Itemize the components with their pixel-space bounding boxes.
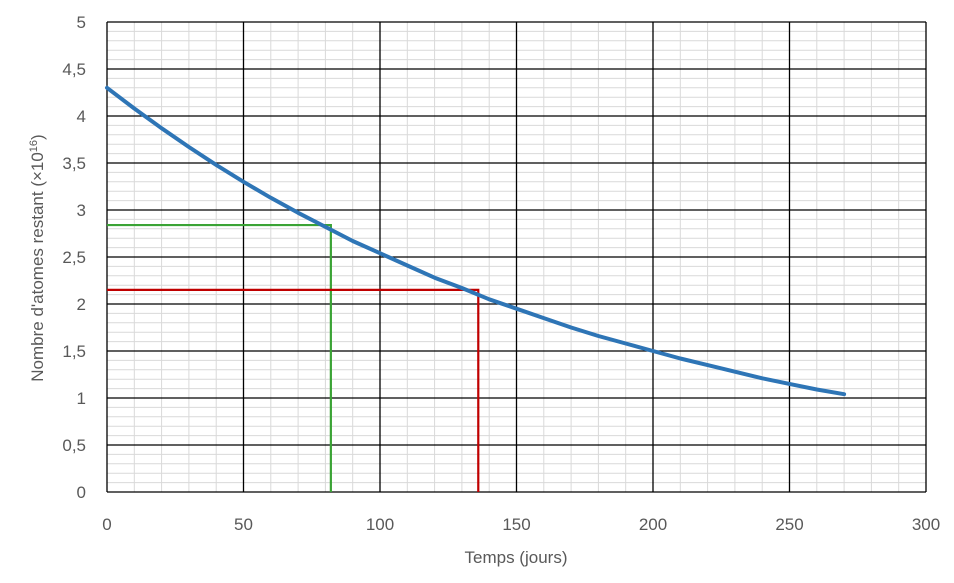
y-axis-title-exponent: 16 (28, 140, 40, 152)
y-axis-title-end: ) (28, 134, 47, 140)
y-tick-label: 2,5 (62, 248, 86, 267)
x-tick-label: 300 (912, 515, 940, 534)
guide-lines (107, 223, 480, 492)
y-tick-label: 0 (77, 483, 86, 502)
series-group (105, 85, 847, 397)
guide-line (107, 223, 332, 492)
y-tick-label: 4,5 (62, 60, 86, 79)
y-tick-label: 1 (77, 389, 86, 408)
y-axis-title-main: Nombre d'atomes restant (×10 (28, 152, 47, 382)
x-tick-labels: 0 50 100 150 200 250 300 (102, 515, 940, 534)
x-tick-label: 0 (102, 515, 111, 534)
x-tick-label: 150 (502, 515, 530, 534)
major-grid (106, 21, 927, 493)
y-tick-label: 0,5 (62, 436, 86, 455)
x-tick-label: 50 (234, 515, 253, 534)
x-axis-title: Temps (jours) (465, 548, 568, 567)
x-tick-label: 100 (366, 515, 394, 534)
y-tick-label: 5 (77, 13, 86, 32)
series-line (105, 85, 847, 397)
y-tick-label: 1,5 (62, 342, 86, 361)
y-tick-label: 3 (77, 201, 86, 220)
y-tick-labels: 0 0,5 1 1,5 2 2,5 3 3,5 4 4,5 5 (62, 13, 86, 502)
y-tick-label: 4 (77, 107, 86, 126)
y-tick-label: 3,5 (62, 154, 86, 173)
x-tick-label: 200 (639, 515, 667, 534)
y-axis-title: Nombre d'atomes restant (×1016) (28, 134, 47, 381)
y-tick-label: 2 (77, 295, 86, 314)
guide-line (107, 288, 480, 492)
x-tick-label: 250 (775, 515, 803, 534)
